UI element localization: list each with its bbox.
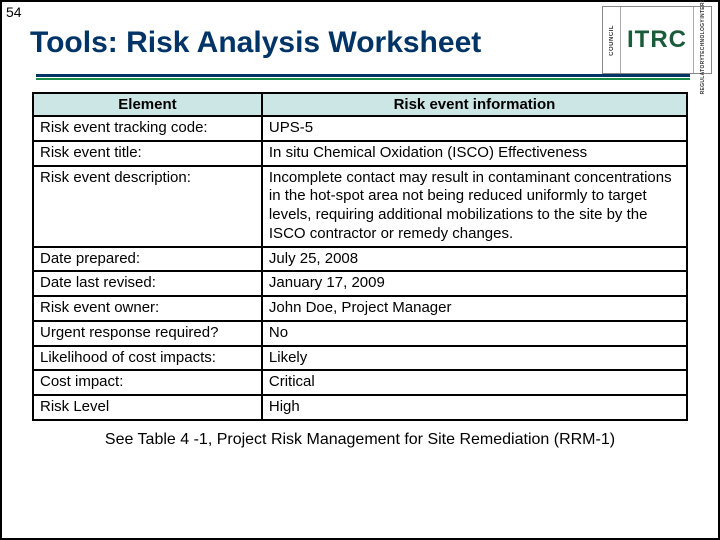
row-value: High <box>262 395 687 420</box>
row-label: Risk event tracking code: <box>33 116 262 141</box>
table-row: Risk Level High <box>33 395 687 420</box>
row-label: Urgent response required? <box>33 321 262 346</box>
header: Tools: Risk Analysis Worksheet COUNCIL I… <box>2 2 718 74</box>
table-row: Risk event tracking code: UPS-5 <box>33 116 687 141</box>
table-row: Risk event description: Incomplete conta… <box>33 166 687 247</box>
row-label: Date last revised: <box>33 271 262 296</box>
row-label: Likelihood of cost impacts: <box>33 346 262 371</box>
slide-number: 54 <box>6 4 22 20</box>
header-info: Risk event information <box>262 93 687 116</box>
row-value: Likely <box>262 346 687 371</box>
row-label: Risk event description: <box>33 166 262 247</box>
row-value: Critical <box>262 370 687 395</box>
table-row: Likelihood of cost impacts: Likely <box>33 346 687 371</box>
table-row: Risk event owner: John Doe, Project Mana… <box>33 296 687 321</box>
table-container: Element Risk event information Risk even… <box>2 80 718 425</box>
row-label: Risk event owner: <box>33 296 262 321</box>
row-value: January 17, 2009 <box>262 271 687 296</box>
row-label: Date prepared: <box>33 247 262 272</box>
table-row: Risk event title: In situ Chemical Oxida… <box>33 141 687 166</box>
row-value: In situ Chemical Oxidation (ISCO) Effect… <box>262 141 687 166</box>
footnote: See Table 4 -1, Project Risk Management … <box>2 425 718 449</box>
logo-right-text: INTERSTATE TECHNOLOGY REGULATORY <box>693 7 711 73</box>
table-row: Date last revised: January 17, 2009 <box>33 271 687 296</box>
slide: 54 Tools: Risk Analysis Worksheet COUNCI… <box>0 0 720 540</box>
table-row: Cost impact: Critical <box>33 370 687 395</box>
page-title: Tools: Risk Analysis Worksheet <box>8 6 602 68</box>
row-label: Risk Level <box>33 395 262 420</box>
row-label: Risk event title: <box>33 141 262 166</box>
risk-table: Element Risk event information Risk even… <box>32 92 688 421</box>
table-row: Date prepared: July 25, 2008 <box>33 247 687 272</box>
row-value: UPS-5 <box>262 116 687 141</box>
row-label: Cost impact: <box>33 370 262 395</box>
logo-left-text: COUNCIL <box>603 7 621 73</box>
row-value: John Doe, Project Manager <box>262 296 687 321</box>
logo-center-text: ITRC <box>621 7 693 73</box>
itrc-logo: COUNCIL ITRC INTERSTATE TECHNOLOGY REGUL… <box>602 6 712 74</box>
table-row: Urgent response required? No <box>33 321 687 346</box>
row-value: No <box>262 321 687 346</box>
row-value: Incomplete contact may result in contami… <box>262 166 687 247</box>
header-element: Element <box>33 93 262 116</box>
row-value: July 25, 2008 <box>262 247 687 272</box>
